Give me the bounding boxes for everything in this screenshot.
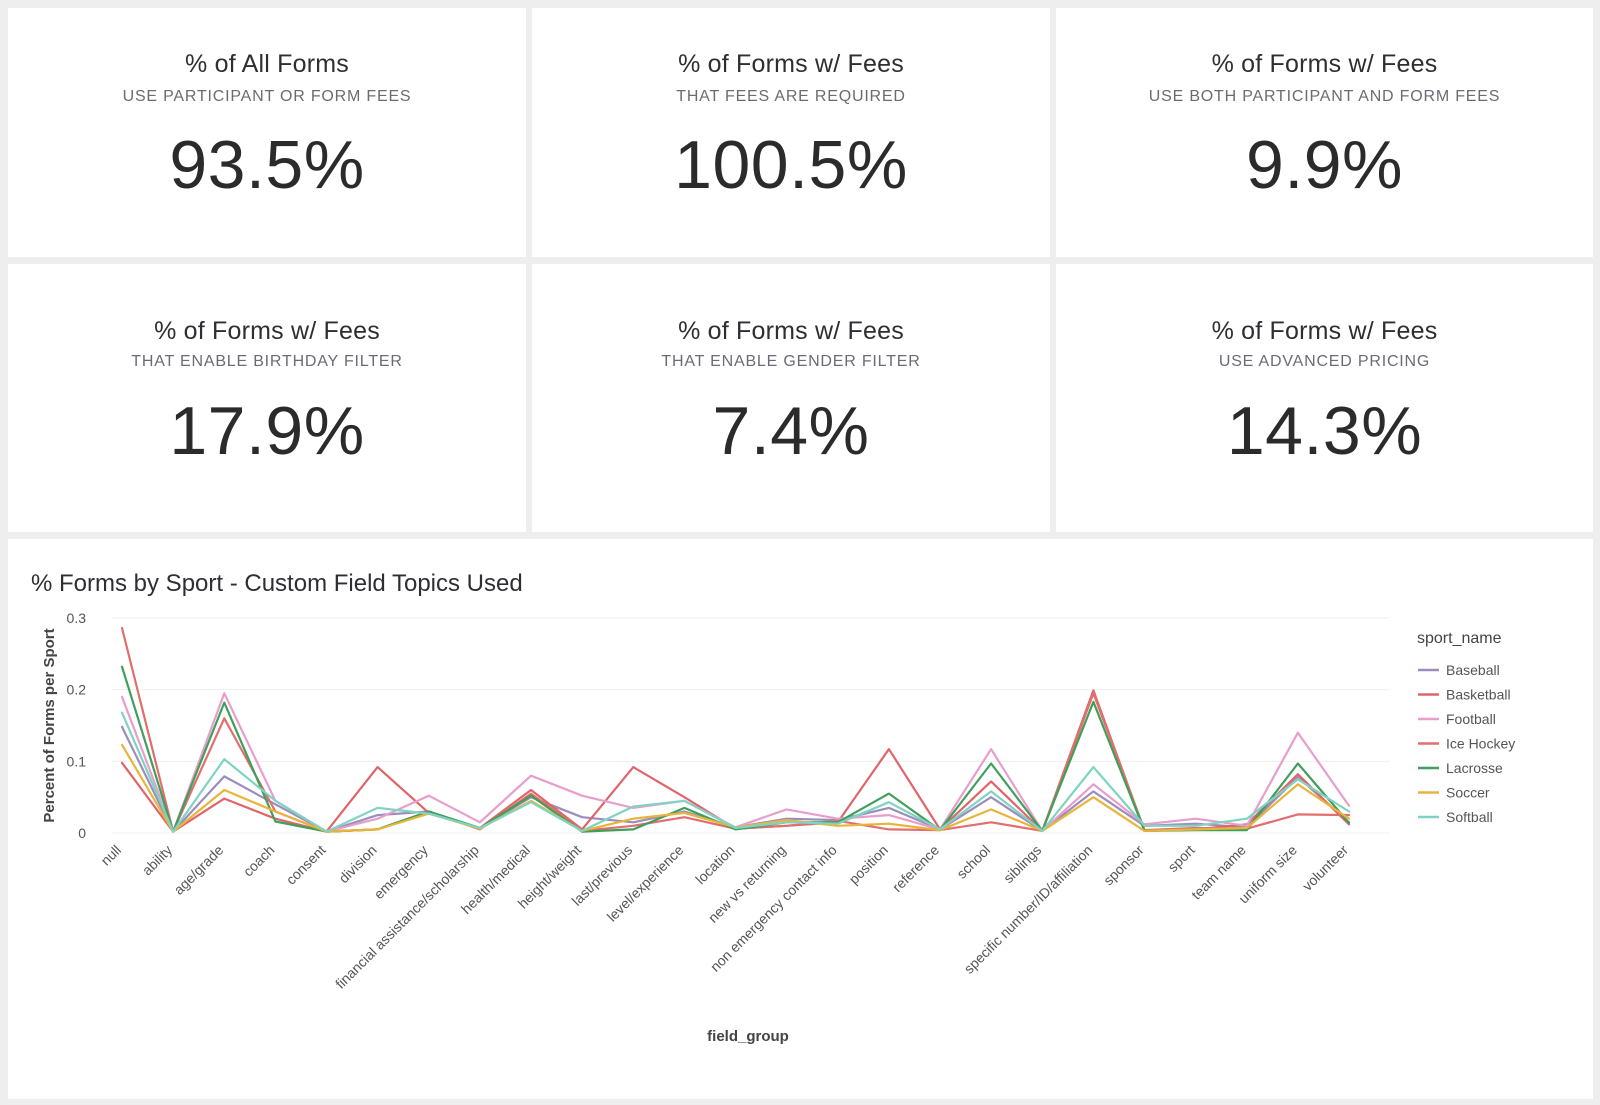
legend-label: Softball <box>1446 809 1493 825</box>
series-line-lacrosse <box>120 665 1351 833</box>
kpi-subtitle: THAT ENABLE GENDER FILTER <box>661 353 921 370</box>
series-line-baseball <box>120 725 1351 833</box>
x-tick-label: sponsor <box>1100 842 1147 889</box>
kpi-value: 100.5% <box>674 127 908 203</box>
line-chart: 0 0.1 0.2 0.3 Percent of Forms per Sport null… <box>41 610 1515 1045</box>
legend-label: Baseball <box>1446 662 1500 678</box>
legend-title: sport_name <box>1417 630 1502 647</box>
x-tick-label: position <box>846 842 891 887</box>
kpi-title: % of All Forms <box>185 50 349 78</box>
legend-label: Football <box>1446 711 1496 727</box>
kpi-title: % of Forms w/ Fees <box>1211 317 1438 345</box>
kpi-title: % of Forms w/ Fees <box>678 317 904 345</box>
x-tick-label: volunteer <box>1299 842 1351 894</box>
x-tick-label: school <box>953 842 993 882</box>
legend-label: Basketball <box>1446 687 1511 703</box>
kpi-value: 17.9% <box>169 393 365 469</box>
y-tick-label: 0.2 <box>67 682 87 698</box>
series-line-football <box>120 692 1351 833</box>
series-line-softball <box>120 711 1351 833</box>
chart-tile: % Forms by Sport - Custom Field Topics U… <box>8 539 1593 1099</box>
chart-title: % Forms by Sport - Custom Field Topics U… <box>31 570 523 597</box>
legend-label: Soccer <box>1446 785 1490 801</box>
y-tick-label: 0.3 <box>67 610 87 626</box>
kpi-tile-gender-filter: % of Forms w/ Fees THAT ENABLE GENDER FI… <box>532 264 1050 532</box>
kpi-tile-birthday-filter: % of Forms w/ Fees THAT ENABLE BIRTHDAY … <box>8 264 526 532</box>
x-tick-label: location <box>692 842 737 887</box>
x-tick-label: reference <box>889 842 942 895</box>
kpi-tile-all-forms-fees: % of All Forms USE PARTICIPANT OR FORM F… <box>8 8 526 257</box>
x-tick-label: coach <box>240 842 278 880</box>
y-tick-label: 0.1 <box>67 753 87 769</box>
series-line-ice-hockey <box>120 626 1351 833</box>
kpi-value: 93.5% <box>169 127 365 203</box>
kpi-value: 14.3% <box>1226 393 1423 469</box>
kpi-tile-fees-required: % of Forms w/ Fees THAT FEES ARE REQUIRE… <box>532 8 1050 257</box>
kpi-tile-both-fees: % of Forms w/ Fees USE BOTH PARTICIPANT … <box>1056 8 1593 257</box>
kpi-subtitle: THAT FEES ARE REQUIRED <box>676 88 906 105</box>
x-axis-title: field_group <box>707 1028 789 1045</box>
x-tick-label: consent <box>283 842 329 888</box>
kpi-subtitle: THAT ENABLE BIRTHDAY FILTER <box>131 353 403 370</box>
kpi-value: 7.4% <box>712 393 870 469</box>
legend-label: Lacrosse <box>1446 760 1503 776</box>
x-tick-label: null <box>97 842 124 869</box>
x-tick-label: sport <box>1164 842 1197 875</box>
x-tick-label: division <box>335 842 379 886</box>
kpi-subtitle: USE PARTICIPANT OR FORM FEES <box>122 88 412 105</box>
kpi-subtitle: USE ADVANCED PRICING <box>1218 353 1431 370</box>
x-tick-label: age/grade <box>170 842 226 898</box>
kpi-value: 9.9% <box>1246 127 1403 203</box>
kpi-title: % of Forms w/ Fees <box>678 50 904 78</box>
kpi-title: % of Forms w/ Fees <box>1211 50 1438 78</box>
x-tick-label: ability <box>139 842 176 879</box>
kpi-tile-advanced-pricing: % of Forms w/ Fees USE ADVANCED PRICING … <box>1056 264 1593 532</box>
legend-label: Ice Hockey <box>1446 736 1515 752</box>
y-tick-label: 0 <box>78 825 86 841</box>
x-tick-label: siblings <box>1000 842 1044 886</box>
kpi-title: % of Forms w/ Fees <box>154 317 380 345</box>
y-axis-title: Percent of Forms per Sport <box>41 628 58 822</box>
kpi-subtitle: USE BOTH PARTICIPANT AND FORM FEES <box>1148 88 1501 105</box>
